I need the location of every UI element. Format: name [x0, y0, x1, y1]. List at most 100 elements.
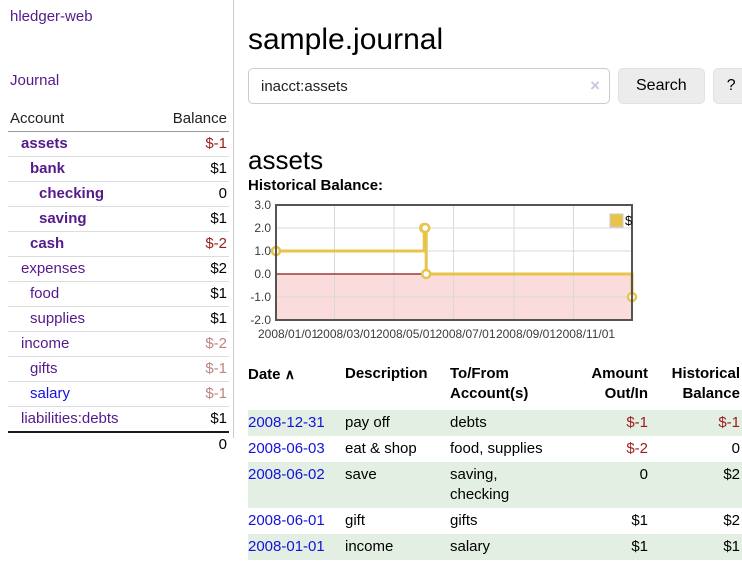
transaction-date-link[interactable]: 2008-06-01	[248, 512, 325, 529]
account-row: assets $-1	[8, 131, 229, 157]
account-link-gifts[interactable]: gifts	[30, 360, 58, 377]
accounts-total-row: 0	[8, 431, 229, 457]
accounts-header-account: Account	[8, 106, 154, 132]
account-row: food $1	[8, 281, 229, 307]
transaction-amount: $-1	[626, 414, 648, 431]
transaction-balance: $2	[723, 512, 740, 529]
x-tick-label: 2008/01/01	[258, 327, 318, 341]
data-point-marker	[420, 268, 432, 280]
account-balance: $1	[153, 306, 229, 332]
chart-svg: $3.0 2.0 1.0 0.0 -1.0 -2.02008/01/012008/03/0…	[250, 199, 638, 341]
accounts-total-balance: 0	[153, 431, 229, 457]
transaction-amount: $1	[631, 512, 648, 529]
clear-search-icon[interactable]: ×	[590, 76, 600, 95]
account-row: salary $-1	[8, 381, 229, 407]
search-input[interactable]	[248, 68, 610, 104]
transaction-amount: $1	[631, 538, 648, 555]
transaction-accounts: salary	[450, 538, 491, 555]
transaction-date-link[interactable]: 2008-06-02	[248, 466, 325, 483]
legend-label: $	[625, 213, 633, 228]
account-link-food[interactable]: food	[30, 285, 60, 302]
transaction-date-link[interactable]: 2008-12-31	[248, 414, 325, 431]
accounts-table: Account Balance assets $-1 bank $1 checking 0…	[8, 106, 229, 457]
register-row: 2008-01-01 income salary $1 $1	[248, 534, 742, 560]
historical-balance-chart: $3.0 2.0 1.0 0.0 -1.0 -2.0 2008/01/01 2008/03/0…	[246, 199, 638, 345]
sort-ascending-icon: ∧	[284, 366, 295, 382]
transaction-balance: 0	[731, 440, 740, 457]
account-balance: 0	[153, 181, 229, 207]
transaction-balance: $2	[723, 466, 740, 483]
chart-title: Historical Balance:	[248, 177, 384, 194]
search-form: × Search ?	[248, 68, 742, 104]
account-link-checking[interactable]: checking	[39, 185, 105, 202]
account-row: liabilities:debts $1	[8, 406, 229, 433]
transaction-description: income	[345, 538, 394, 555]
sidebar-divider	[233, 0, 234, 438]
account-link-assets[interactable]: assets	[21, 135, 68, 152]
register-header-tofrom: To/From Account(s)	[450, 365, 529, 402]
transaction-date-link[interactable]: 2008-06-03	[248, 440, 325, 457]
register-header-date[interactable]: Date ∧	[248, 362, 345, 410]
account-row: saving $1	[8, 206, 229, 232]
register-row: 2008-06-02 save saving, checking 0 $2	[248, 462, 742, 508]
search-input-wrap: ×	[248, 68, 610, 104]
y-tick-label: 3.0	[254, 199, 271, 212]
x-tick-label: 2008/03/01	[316, 327, 376, 341]
transaction-amount: 0	[639, 466, 648, 483]
y-tick-label: 1.0	[254, 244, 271, 258]
sidebar-item-journal[interactable]: Journal	[10, 72, 60, 89]
transaction-description: pay off	[345, 414, 390, 431]
date-header-label: Date	[248, 366, 281, 383]
account-link-bank[interactable]: bank	[30, 160, 66, 177]
account-row: supplies $1	[8, 306, 229, 332]
account-balance: $1	[153, 156, 229, 182]
account-row: bank $1	[8, 156, 229, 182]
search-button[interactable]: Search	[618, 68, 705, 104]
account-row: income $-2	[8, 331, 229, 357]
transaction-accounts: gifts	[450, 512, 478, 529]
account-link-liabilities-debts[interactable]: liabilities:debts	[21, 410, 119, 427]
page-title: sample.journal	[248, 23, 444, 57]
y-tick-label: -1.0	[250, 290, 271, 304]
transaction-description: eat & shop	[345, 440, 417, 457]
account-balance: $2	[153, 256, 229, 282]
account-balance: $-2	[153, 231, 229, 257]
account-row: gifts $-1	[8, 356, 229, 382]
register-row: 2008-06-01 gift gifts $1 $2	[248, 508, 742, 534]
register-header-description: Description	[345, 365, 428, 382]
x-tick-label: 2008/11/01	[556, 327, 615, 341]
account-balance: $1	[153, 281, 229, 307]
account-link-income[interactable]: income	[21, 335, 70, 352]
account-balance: $-1	[153, 381, 229, 407]
account-balance: $1	[153, 206, 229, 232]
transaction-balance: $1	[723, 538, 740, 555]
account-link-saving[interactable]: saving	[39, 210, 87, 227]
account-link-cash[interactable]: cash	[30, 235, 65, 252]
account-row: cash $-2	[8, 231, 229, 257]
legend-swatch	[609, 213, 624, 228]
transaction-accounts: food, supplies	[450, 440, 543, 457]
register-row: 2008-06-03 eat & shop food, supplies $-2 0	[248, 436, 742, 462]
app-title-link[interactable]: hledger-web	[10, 8, 93, 25]
account-link-salary[interactable]: salary	[30, 385, 71, 402]
x-tick-label: 2008/09/01	[496, 327, 556, 341]
account-link-supplies[interactable]: supplies	[30, 310, 86, 327]
account-balance: $-2	[153, 331, 229, 357]
account-balance: $1	[153, 406, 229, 433]
register-row: 2008-12-31 pay off debts $-1 $-1	[248, 410, 742, 436]
account-balance: $-1	[153, 131, 229, 157]
account-link-expenses[interactable]: expenses	[21, 260, 86, 277]
y-tick-label: -2.0	[250, 313, 271, 327]
account-page-title: assets	[248, 144, 324, 175]
register-table: Date ∧ Description To/From Account(s) Am…	[248, 362, 742, 560]
transaction-description: gift	[345, 512, 366, 529]
transaction-date-link[interactable]: 2008-01-01	[248, 538, 325, 555]
x-tick-label: 2008/05/01	[376, 327, 436, 341]
account-row: checking 0	[8, 181, 229, 207]
accounts-header-balance: Balance	[153, 106, 229, 132]
register-header-balance: Historical Balance	[671, 365, 740, 402]
transaction-accounts: saving, checking	[450, 466, 510, 503]
transaction-balance: $-1	[718, 414, 740, 431]
account-row: expenses $2	[8, 256, 229, 282]
help-button[interactable]: ?	[712, 68, 742, 104]
